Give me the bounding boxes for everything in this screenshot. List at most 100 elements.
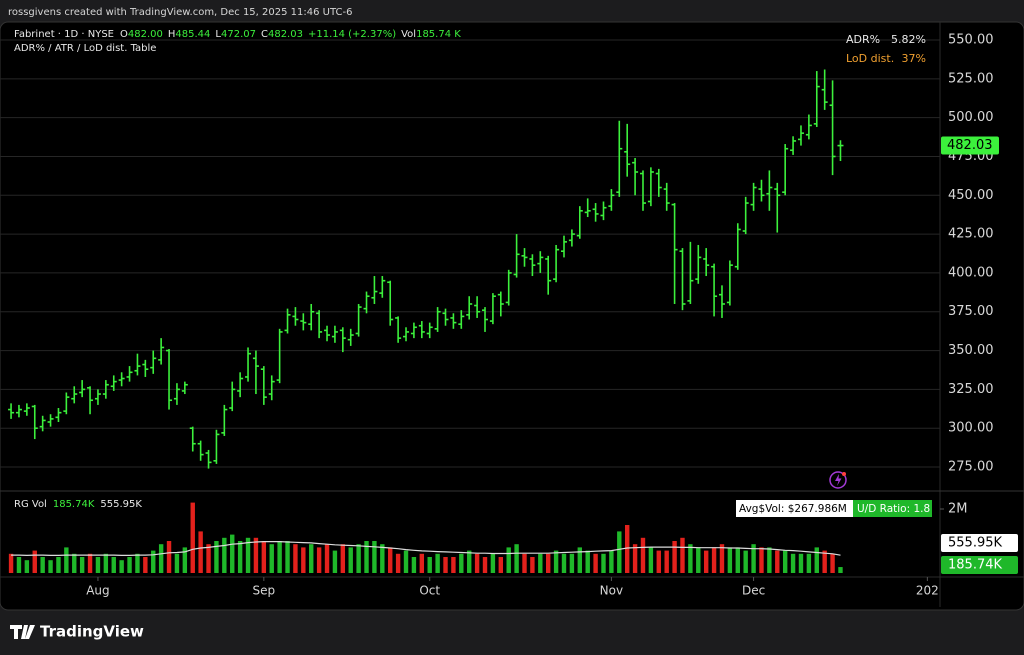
legend-value: 472.07 [221, 29, 256, 40]
brand-name: TradingView [40, 623, 144, 641]
volume-bar [553, 550, 559, 573]
volume-bar [301, 547, 306, 573]
volume-legend-title: RG Vol [14, 499, 47, 510]
legend-value: 482.00 [128, 29, 163, 40]
volume-bar [403, 550, 409, 573]
avg-label: Avg$Vol: $267.986M [739, 503, 847, 515]
x-tick-label: Nov [600, 584, 623, 598]
volume-bar [95, 557, 101, 573]
volume-bar [790, 553, 796, 573]
volume-bar [64, 547, 69, 573]
volume-bar [419, 553, 425, 573]
volume-bar [222, 537, 227, 573]
legend-key: C [261, 29, 268, 40]
volume-bar [103, 553, 109, 573]
last-price-box [941, 136, 999, 155]
legend-value: 482.03 [268, 29, 303, 40]
volume-bar [538, 553, 543, 573]
volume-legend-value: 185.74K [53, 499, 95, 510]
x-tick-label: Dec [742, 584, 765, 598]
table-key: LoD dist. [846, 52, 894, 65]
volume-bar [585, 550, 590, 573]
volume-box [941, 556, 1018, 574]
icon-dot [842, 472, 846, 476]
volume-bar [838, 567, 843, 573]
y-tick-label: 350.00 [948, 343, 994, 358]
volume-bar [688, 544, 693, 573]
volume-bar [388, 547, 393, 573]
volume-bar [253, 537, 259, 573]
volume-bar [24, 560, 30, 573]
y-tick-label: 300.00 [948, 421, 994, 436]
volume-bar [640, 537, 646, 573]
volume-bar [285, 541, 290, 573]
volume-bar [711, 547, 717, 573]
lightning-icon[interactable] [829, 471, 847, 489]
volume-bar [830, 553, 835, 573]
volume-bar [261, 541, 267, 573]
volume-bar [230, 534, 235, 573]
volume-bar [814, 547, 819, 573]
volume-bar [727, 547, 733, 573]
volume-bar [498, 557, 504, 573]
volume-ma-line [11, 541, 841, 557]
y-tick-label: 400.00 [948, 265, 994, 280]
icon-circle [829, 471, 847, 489]
table-key: ADR% [846, 33, 880, 46]
volume-bar [190, 502, 195, 573]
volume-bar [332, 550, 338, 573]
volume-bar [245, 537, 251, 573]
x-tick-label: 202 [916, 584, 939, 598]
volume-bar [680, 537, 685, 573]
legend-value: 485.44 [175, 29, 210, 40]
y-tick-label: 525.00 [948, 71, 994, 86]
volume-bar [214, 541, 219, 573]
volume-tick-label: 2M [948, 502, 968, 517]
y-tick-label: 375.00 [948, 304, 994, 319]
volume-bar [32, 550, 37, 573]
volume-bar [617, 531, 622, 573]
legend-key: Vol [401, 29, 416, 40]
x-tick-label: Aug [86, 584, 109, 598]
table-value: 5.82% [891, 33, 926, 46]
y-tick-label: 425.00 [948, 227, 994, 242]
x-tick-label: Sep [253, 584, 276, 598]
legend-key: L [215, 29, 221, 40]
volume-bar [435, 553, 440, 573]
volume-bar [158, 544, 164, 573]
volume-axis-label: 185.74K [948, 558, 1002, 573]
volume-bar [490, 553, 496, 573]
header-text: rossgivens created with TradingView.com,… [8, 7, 352, 18]
volume-bar [316, 547, 322, 573]
ma-axis-label: 555.95K [948, 536, 1002, 551]
volume-bar [569, 553, 575, 573]
avg-box [736, 500, 853, 517]
volume-bar [8, 553, 14, 573]
y-tick-label: 450.00 [948, 188, 994, 203]
x-tick-label: Oct [419, 584, 440, 598]
volume-bar [506, 547, 511, 573]
volume-bar [632, 544, 638, 573]
y-tick-label: 275.00 [948, 460, 994, 475]
volume-bar [696, 547, 701, 573]
volume-bar [143, 557, 148, 573]
volume-bar [443, 557, 448, 573]
volume-bar [111, 557, 116, 573]
volume-bar [411, 557, 417, 573]
volume-bar [206, 544, 211, 573]
volume-bar [759, 547, 764, 573]
volume-bar [293, 544, 298, 573]
volume-bar [364, 541, 369, 573]
volume-bar [56, 557, 61, 573]
volume-bar [782, 550, 788, 573]
volume-bar [166, 541, 172, 573]
y-tick-label: 325.00 [948, 382, 994, 397]
icon-bolt [835, 474, 842, 486]
volume-bar [427, 557, 432, 573]
volume-bar [593, 553, 598, 573]
volume-bar [269, 544, 274, 573]
brand[interactable]: TradingView [10, 623, 144, 641]
volume-bar [467, 550, 472, 573]
